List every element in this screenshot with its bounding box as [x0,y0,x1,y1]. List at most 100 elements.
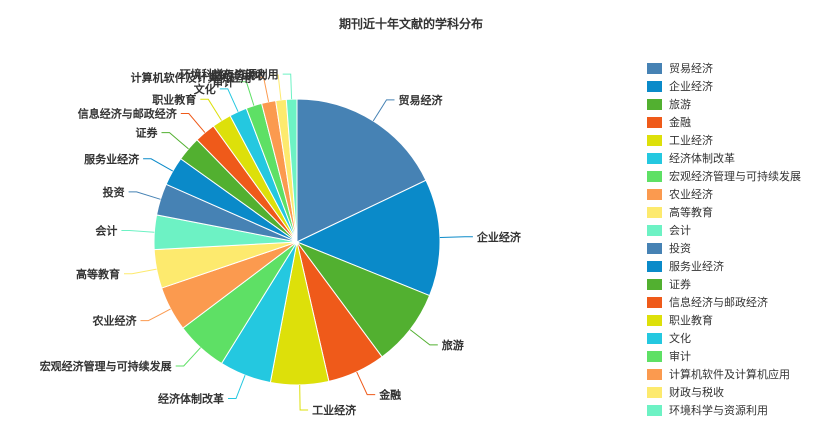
legend-swatch [647,152,662,164]
legend-swatch [647,170,662,182]
slice-label: 计算机软件及计算机应用 [131,70,252,84]
chart-title: 期刊近十年文献的学科分布 [338,17,483,31]
leader-line [161,132,189,150]
legend-label: 文化 [669,332,691,345]
legend-swatch [647,62,662,74]
leader-line [175,347,201,367]
legend-swatch [647,134,662,146]
legend-swatch [647,332,662,344]
pie-slice[interactable] [296,98,427,243]
legend-swatch [647,188,662,200]
leader-line [140,308,171,322]
slice-label: 工业经济 [312,403,357,417]
legend-swatch [647,368,662,380]
pie-slices [153,98,441,386]
slice-label: 服务业经济 [84,152,140,166]
leader-line [270,74,282,100]
slice-label: 环境科学与资源利用 [180,67,279,81]
leader-line [299,384,309,411]
legend-item[interactable]: 农业经济 [647,185,819,203]
slice-label: 审计 [212,75,234,89]
leader-line [356,371,376,396]
legend-label: 证券 [669,278,691,291]
legend-item[interactable]: 服务业经济 [647,257,819,275]
slice-label: 信息经济与邮政经济 [78,107,178,121]
legend-item[interactable]: 企业经济 [647,77,819,95]
legend-swatch [647,404,662,416]
leader-line [372,99,395,122]
slice-label: 证券 [136,126,159,140]
legend-item[interactable]: 财政与税收 [647,383,819,401]
legend-swatch [647,260,662,272]
leader-line [128,191,161,200]
leader-line [200,98,222,121]
leader-line [228,375,246,399]
legend-label: 企业经济 [669,80,713,93]
legend-label: 经济体制改革 [669,152,735,165]
legend-label: 金融 [669,116,691,129]
legend-item[interactable]: 职业教育 [647,311,819,329]
legend-item[interactable]: 审计 [647,347,819,365]
legend-swatch [647,242,662,254]
legend-item[interactable]: 宏观经济管理与可持续发展 [647,167,819,185]
legend-swatch [647,116,662,128]
legend-swatch [647,350,662,362]
leader-line [124,268,157,275]
slice-label: 文化 [194,82,216,96]
legend-label: 环境科学与资源利用 [669,404,768,417]
leader-line [219,88,239,112]
legend-item[interactable]: 经济体制改革 [647,149,819,167]
legend-swatch [647,98,662,110]
legend-item[interactable]: 旅游 [647,95,819,113]
legend-label: 职业教育 [669,314,713,327]
leader-line [409,329,438,346]
leader-line [121,230,155,233]
legend-label: 投资 [669,242,691,255]
leader-line [238,81,255,106]
legend-item[interactable]: 环境科学与资源利用 [647,401,819,419]
slice-label: 农业经济 [92,314,138,328]
legend-label: 信息经济与邮政经济 [669,296,768,309]
legend-item[interactable]: 文化 [647,329,819,347]
pie-slice[interactable] [285,98,298,243]
slice-label: 贸易经济 [399,93,444,107]
legend-swatch [647,314,662,326]
legend-label: 旅游 [669,98,691,111]
leader-line [180,113,206,133]
slice-label: 旅游 [442,338,464,352]
legend-swatch [647,386,662,398]
legend-item[interactable]: 工业经济 [647,131,819,149]
slice-label: 宏观经济管理与可持续发展 [40,359,173,373]
slice-label: 企业经济 [476,230,522,244]
legend-item[interactable]: 贸易经济 [647,59,819,77]
slice-label: 投资 [103,185,125,199]
legend-swatch [647,80,662,92]
legend-item[interactable]: 证券 [647,275,819,293]
slice-label: 高等教育 [76,267,120,281]
legend-label: 农业经济 [669,188,713,201]
legend-item[interactable]: 金融 [647,113,819,131]
legend-swatch [647,224,662,236]
slice-label: 金融 [378,388,401,402]
leader-line [439,236,473,238]
slice-label: 职业教育 [152,92,196,106]
slice-label: 财政与税收 [210,68,266,82]
legend-item[interactable]: 会计 [647,221,819,239]
leader-line [255,76,270,102]
leader-line [282,73,293,100]
legend-label: 服务业经济 [669,260,724,273]
legend-swatch [647,278,662,290]
slice-label: 经济体制改革 [158,392,224,406]
legend-item[interactable]: 计算机软件及计算机应用 [647,365,819,383]
legend: 贸易经济企业经济旅游金融工业经济经济体制改革宏观经济管理与可持续发展 农业经济高等… [647,59,819,419]
legend-label: 计算机软件及计算机应用 [669,368,790,381]
legend-label: 审计 [669,350,691,363]
legend-item[interactable]: 高等教育 [647,203,819,221]
slice-label: 会计 [95,224,117,238]
legend-item[interactable]: 投资 [647,239,819,257]
legend-item[interactable]: 信息经济与邮政经济 [647,293,819,311]
legend-label: 宏观经济管理与可持续发展 [669,170,801,183]
